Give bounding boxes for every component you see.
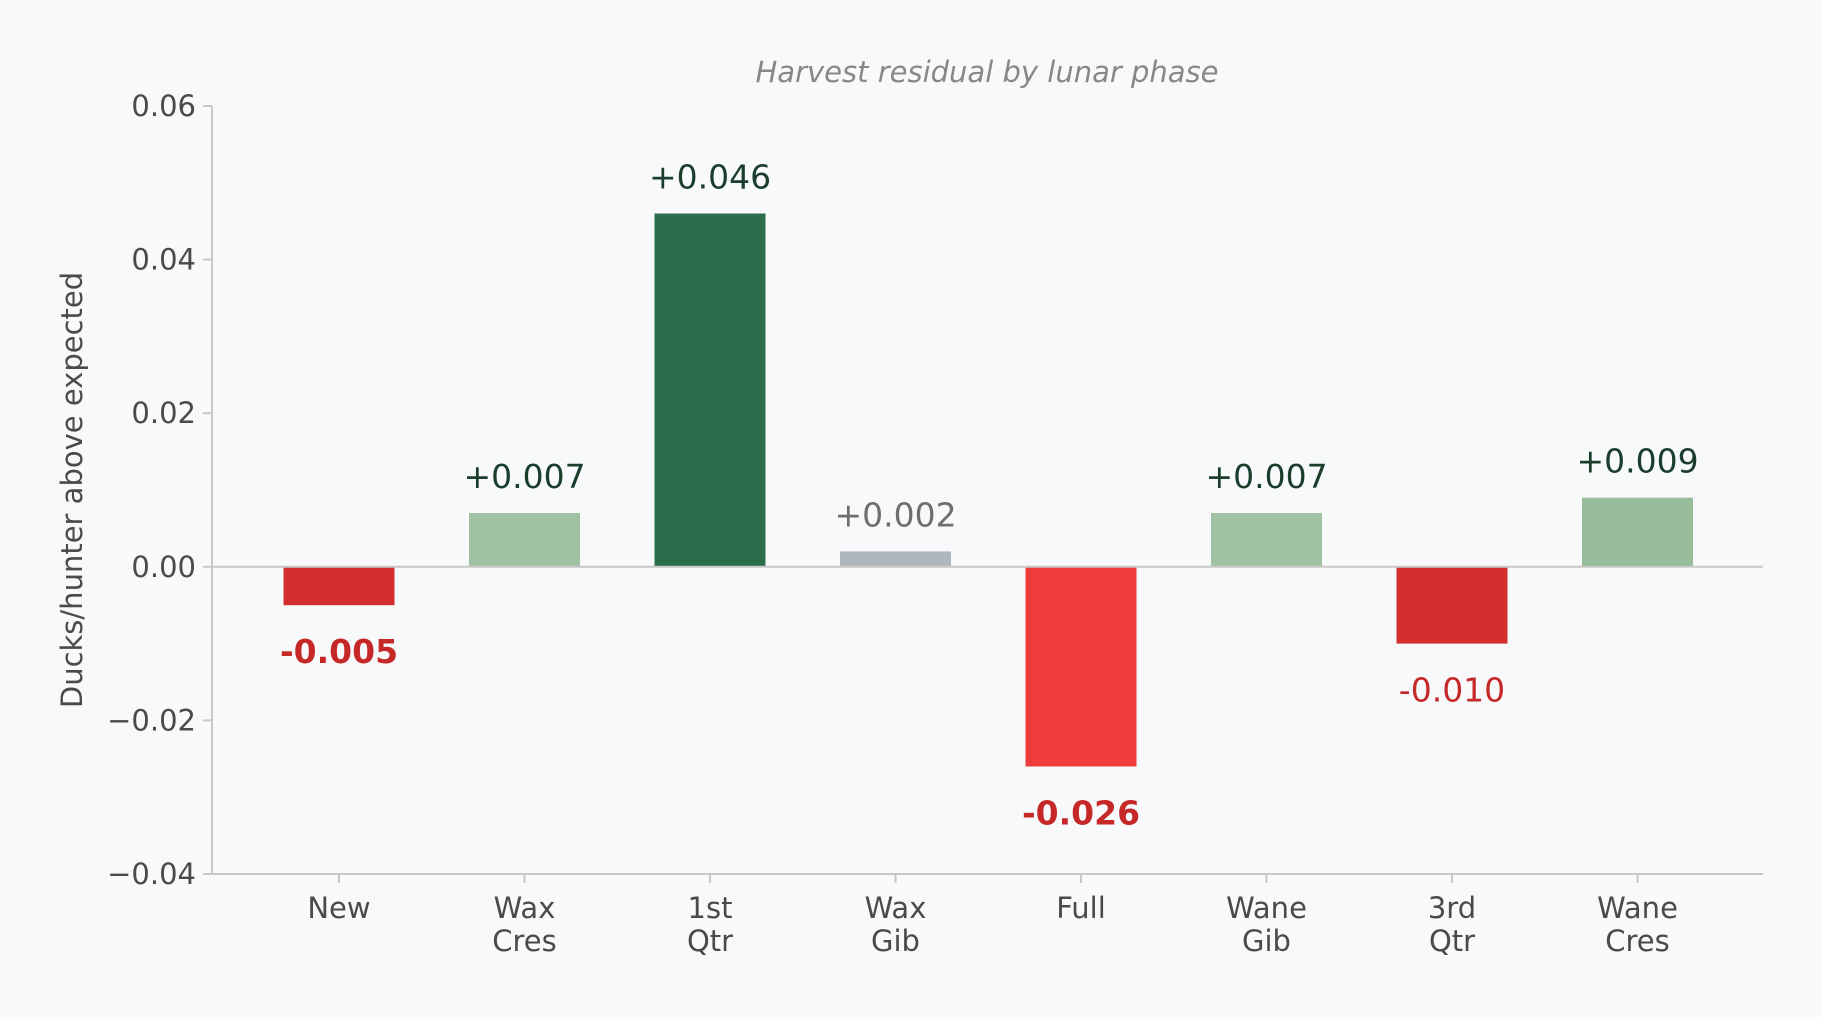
x-tick-label: Wax Gib (865, 891, 927, 958)
bar (1211, 513, 1322, 567)
bar (283, 566, 395, 606)
bar (840, 551, 951, 567)
data-label: +0.009 (1576, 442, 1698, 481)
data-label: -0.005 (280, 632, 398, 671)
value-labels: -0.005 +0.007 +0.046 +0.002 -0.026 +0.007 -0.0… (280, 158, 1699, 833)
bar (654, 213, 766, 567)
data-label: +0.002 (834, 495, 956, 534)
bar (1396, 566, 1508, 644)
bar (1025, 566, 1137, 767)
y-ticks: −0.04 −0.02 0.00 0.02 0.04 0.06 (107, 89, 212, 891)
y-axis-label: Ducks/hunter above expected (55, 272, 89, 708)
x-tick-label: Full (1056, 891, 1106, 925)
data-label: +0.007 (463, 457, 585, 496)
y-tick-label: 0.04 (131, 243, 196, 277)
y-tick-label: 0.02 (131, 396, 196, 430)
y-tick-label: 0.00 (131, 550, 196, 584)
y-tick-label: 0.06 (131, 89, 196, 123)
data-label: -0.026 (1022, 793, 1140, 832)
data-label: -0.010 (1399, 671, 1505, 710)
x-tick-label: Wax Cres (492, 891, 557, 958)
x-tick-label: Wane Cres (1597, 891, 1678, 958)
data-label: +0.007 (1205, 457, 1327, 496)
x-ticks: New Wax Cres 1st Qtr Wax Gib Full Wane Gib 3rd Qtr W… (307, 874, 1678, 958)
y-tick-label: −0.02 (107, 703, 196, 737)
bar (469, 513, 580, 567)
x-tick-label: New (307, 891, 370, 925)
bars (283, 213, 1693, 767)
x-tick-label: 3rd Qtr (1428, 891, 1476, 958)
y-tick-label: −0.04 (107, 857, 196, 891)
x-tick-label: 1st Qtr (687, 891, 733, 958)
data-label: +0.046 (649, 158, 771, 197)
x-tick-label: Wane Gib (1226, 891, 1307, 958)
bar (1582, 497, 1693, 567)
chart-title: Harvest residual by lunar phase (756, 55, 1219, 89)
